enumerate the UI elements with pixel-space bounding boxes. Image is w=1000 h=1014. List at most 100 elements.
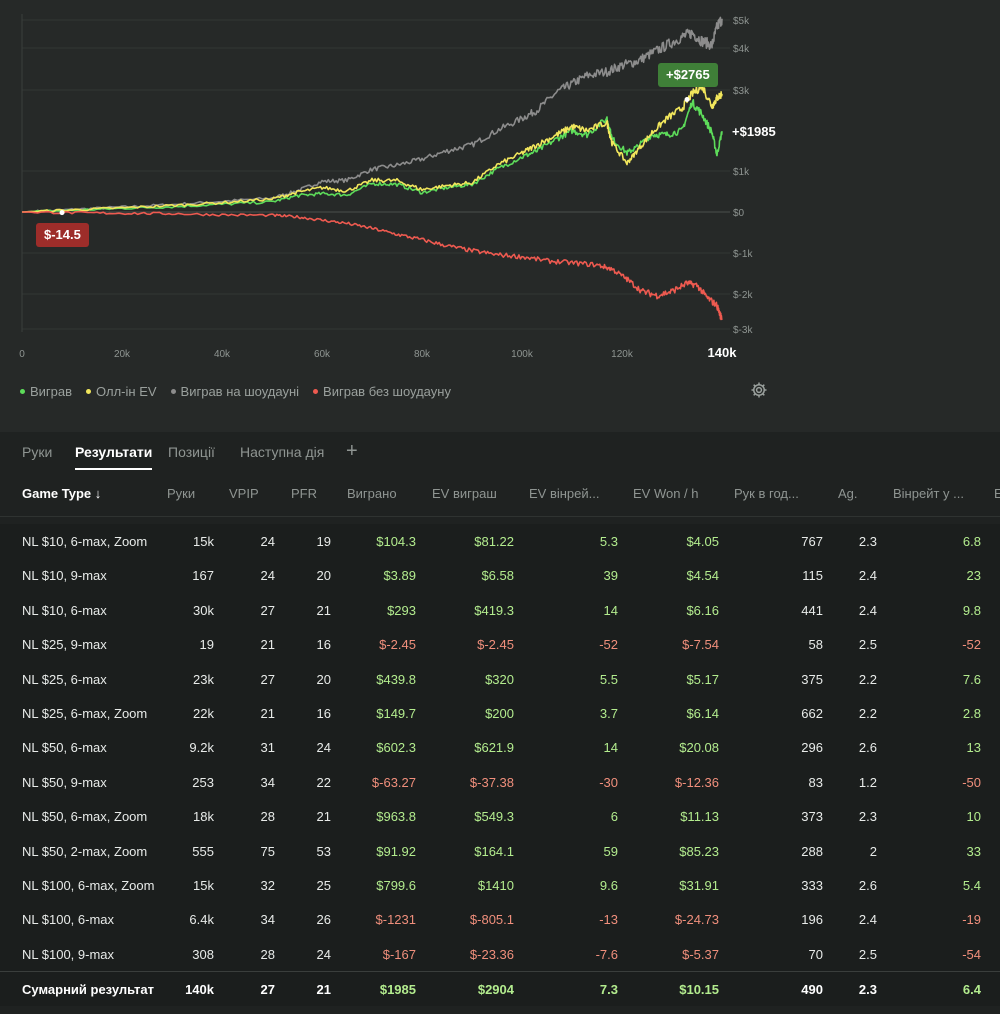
- cell-won: $-63.27: [371, 774, 416, 790]
- cell-ev-won-per-hour: $4.54: [686, 568, 719, 584]
- col-hands-per-hour[interactable]: Рук в год...: [734, 486, 799, 501]
- cell-hands: 15k: [193, 877, 214, 893]
- cell-winrate: 33: [966, 843, 981, 859]
- add-tab-icon[interactable]: +: [346, 440, 358, 462]
- table-row[interactable]: NL $25, 9-max 19 21 16 $-2.45 $-2.45 -52 $-7.54…: [0, 627, 1000, 661]
- legend-item-non-showdown[interactable]: Виграв без шоудауну: [313, 384, 451, 399]
- y-tick-label: $3k: [733, 86, 750, 97]
- cell-aggression: 2.3: [858, 809, 877, 825]
- cell-won: $-167: [382, 946, 416, 962]
- col-game-type[interactable]: Game Type ↓: [22, 486, 102, 501]
- total-row: Сумарний результат 140k 27 21 $1985 $2904 7.3 $…: [0, 971, 1000, 1006]
- cell-pfr: 26: [316, 912, 331, 928]
- cell-ev-winrate: 6: [610, 809, 618, 825]
- cell-ev-winrate: 5.3: [599, 534, 618, 549]
- cell-hands-per-hour: 83: [808, 774, 823, 790]
- table-row[interactable]: NL $100, 9-max 308 28 24 $-167 $-23.36 -7.6 $-5…: [0, 937, 1000, 971]
- cell-ev-won: $6.58: [481, 568, 514, 584]
- cell-pfr: 21: [316, 982, 331, 998]
- cell-vpip: 27: [260, 982, 275, 998]
- cell-ev-winrate: -30: [599, 774, 618, 790]
- cell-hands-per-hour: 58: [808, 637, 823, 653]
- legend-label: Виграв на шоудауні: [180, 383, 300, 399]
- table-row[interactable]: NL $50, 2-max, Zoom 555 75 53 $91.92 $164.1 59…: [0, 834, 1000, 868]
- cell-ev-won: $-37.38: [469, 774, 514, 790]
- gear-icon[interactable]: [750, 381, 768, 399]
- cell-hands-per-hour: 373: [801, 809, 823, 825]
- cell-ev-winrate: 7.3: [599, 982, 618, 998]
- cell-vpip: 75: [260, 843, 275, 859]
- cell-aggression: 1.2: [858, 774, 877, 790]
- col-ev-winrate[interactable]: EV вінрей...: [529, 486, 600, 501]
- cell-won: $602.3: [376, 740, 416, 756]
- col-pfr[interactable]: PFR: [291, 486, 317, 501]
- cell-ev-won: $-2.45: [477, 637, 514, 653]
- col-extra[interactable]: E: [994, 486, 1000, 501]
- table-row[interactable]: NL $25, 6-max 23k 27 20 $439.8 $320 5.5 $5.17 37…: [0, 662, 1000, 696]
- cell-aggression: 2.3: [858, 982, 877, 998]
- col-ev-won[interactable]: EV виграш: [432, 486, 497, 501]
- cell-ev-won-per-hour: $4.05: [686, 534, 719, 549]
- cell-aggression: 2.4: [858, 912, 877, 928]
- table-row[interactable]: NL $100, 6-max, Zoom 15k 32 25 $799.6 $1410 9.…: [0, 868, 1000, 902]
- cell-ev-won-per-hour: $31.91: [679, 877, 719, 893]
- cell-ev-winrate: 14: [603, 740, 618, 756]
- cell-ev-winrate: -7.6: [595, 946, 618, 962]
- table-header: Game Type ↓ Руки VPIP PFR Виграно EV виг…: [0, 472, 1000, 517]
- cell-ev-won-per-hour: $6.14: [686, 705, 719, 721]
- table-row[interactable]: NL $50, 6-max, Zoom 18k 28 21 $963.8 $549.3 6 $…: [0, 799, 1000, 833]
- legend-dot: [170, 388, 176, 394]
- cell-ev-won: $549.3: [474, 809, 514, 825]
- table-row[interactable]: NL $10, 6-max, Zoom 15k 24 19 $104.3 $81.22 5.…: [0, 524, 1000, 558]
- table-row[interactable]: NL $25, 6-max, Zoom 22k 21 16 $149.7 $200 3.7 $…: [0, 696, 1000, 730]
- x-tick-label: 80k: [414, 349, 431, 360]
- cell-ev-won-per-hour: $10.15: [679, 982, 719, 998]
- table-row[interactable]: NL $50, 6-max 9.2k 31 24 $602.3 $621.9 14 $20.0…: [0, 730, 1000, 764]
- tab-hands[interactable]: Руки: [22, 444, 53, 460]
- legend-item-allin-ev[interactable]: Олл-ін EV: [86, 384, 157, 399]
- cell-won: $3.89: [383, 568, 416, 584]
- legend-item-won[interactable]: Виграв: [20, 384, 72, 399]
- table-row[interactable]: NL $100, 6-max 6.4k 34 26 $-1231 $-805.1 -13 $-…: [0, 902, 1000, 936]
- cell-aggression: 2.6: [858, 740, 877, 756]
- cell-vpip: 32: [260, 877, 275, 893]
- cell-winrate: -52: [962, 637, 981, 653]
- cell-ev-won: $200: [485, 705, 514, 721]
- x-tick-label: 40k: [214, 349, 231, 360]
- tab-positions[interactable]: Позиції: [168, 444, 215, 460]
- cell-winrate: -19: [962, 912, 981, 928]
- cell-pfr: 21: [316, 602, 331, 618]
- cell-game-type: NL $100, 9-max: [22, 946, 115, 962]
- cell-hands-per-hour: 288: [801, 843, 823, 859]
- legend-dot: [20, 388, 25, 394]
- peak-badge: +$2765: [658, 63, 718, 87]
- table-row[interactable]: NL $50, 9-max 253 34 22 $-63.27 $-37.38 -30 $-1…: [0, 765, 1000, 799]
- peak-marker: [684, 96, 690, 102]
- table-row[interactable]: NL $10, 6-max 30k 27 21 $293 $419.3 14 $6.16 441…: [0, 593, 1000, 627]
- cell-won: $104.3: [376, 534, 416, 549]
- cell-hands: 308: [192, 946, 214, 962]
- cell-ev-won: $-805.1: [469, 912, 514, 928]
- x-tick-label: 120k: [611, 349, 634, 360]
- cell-pfr: 16: [316, 705, 331, 721]
- col-ev-won-per-hour[interactable]: EV Won / h: [633, 486, 699, 501]
- y-tick-label: $4k: [733, 44, 750, 55]
- tab-next-action[interactable]: Наступна дія: [240, 444, 325, 460]
- legend-label: Виграв без шоудауну: [323, 383, 451, 399]
- cell-game-type: NL $50, 6-max: [22, 740, 107, 756]
- tab-results[interactable]: Результати: [75, 444, 153, 470]
- col-vpip[interactable]: VPIP: [229, 486, 259, 501]
- col-hands[interactable]: Руки: [167, 486, 196, 501]
- cell-winrate: 23: [966, 568, 981, 584]
- col-winrate[interactable]: Вінрейт у ...: [893, 486, 964, 501]
- cell-vpip: 34: [260, 912, 275, 928]
- cell-hands: 9.2k: [189, 740, 214, 756]
- col-won[interactable]: Виграно: [347, 486, 397, 501]
- cell-game-type: NL $100, 6-max, Zoom: [22, 877, 155, 893]
- legend-item-showdown[interactable]: Виграв на шоудауні: [170, 383, 300, 399]
- col-aggression[interactable]: Ag.: [838, 486, 858, 501]
- cell-pfr: 24: [316, 946, 331, 962]
- cell-pfr: 20: [316, 568, 331, 584]
- table-row[interactable]: NL $10, 9-max 167 24 20 $3.89 $6.58 39 $4.54 115…: [0, 558, 1000, 592]
- cell-pfr: 25: [316, 877, 331, 893]
